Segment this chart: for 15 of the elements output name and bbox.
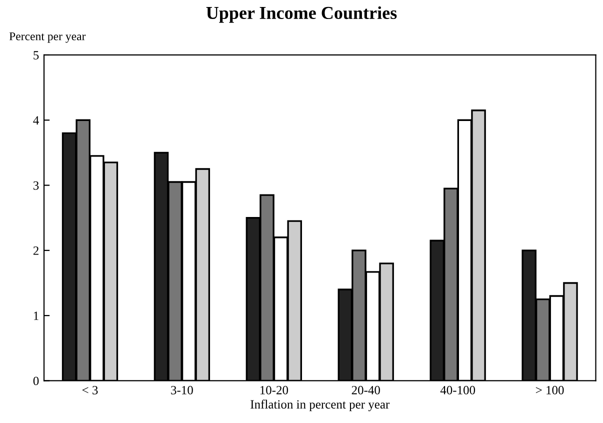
x-tick-label: 3-10 (171, 386, 193, 394)
x-tick-label: 20-40 (352, 386, 380, 394)
y-tick-label: 2 (33, 246, 38, 255)
x-tick-label: 10-20 (260, 386, 288, 394)
chart-title: Upper Income Countries (206, 6, 397, 23)
x-tick-label: < 3 (82, 386, 98, 394)
x-axis-title: Inflation in percent per year (250, 400, 390, 412)
y-tick-label: 0 (33, 376, 39, 386)
x-tick-label: 40-100 (440, 386, 476, 394)
y-tick-label: 3 (34, 181, 39, 190)
y-tick-label: 4 (33, 116, 39, 124)
x-tick-label: > 100 (536, 386, 564, 394)
y-tick-label: 5 (34, 51, 39, 60)
y-axis-title: Percent per year (9, 32, 86, 43)
y-tick-label: 1 (34, 312, 38, 320)
